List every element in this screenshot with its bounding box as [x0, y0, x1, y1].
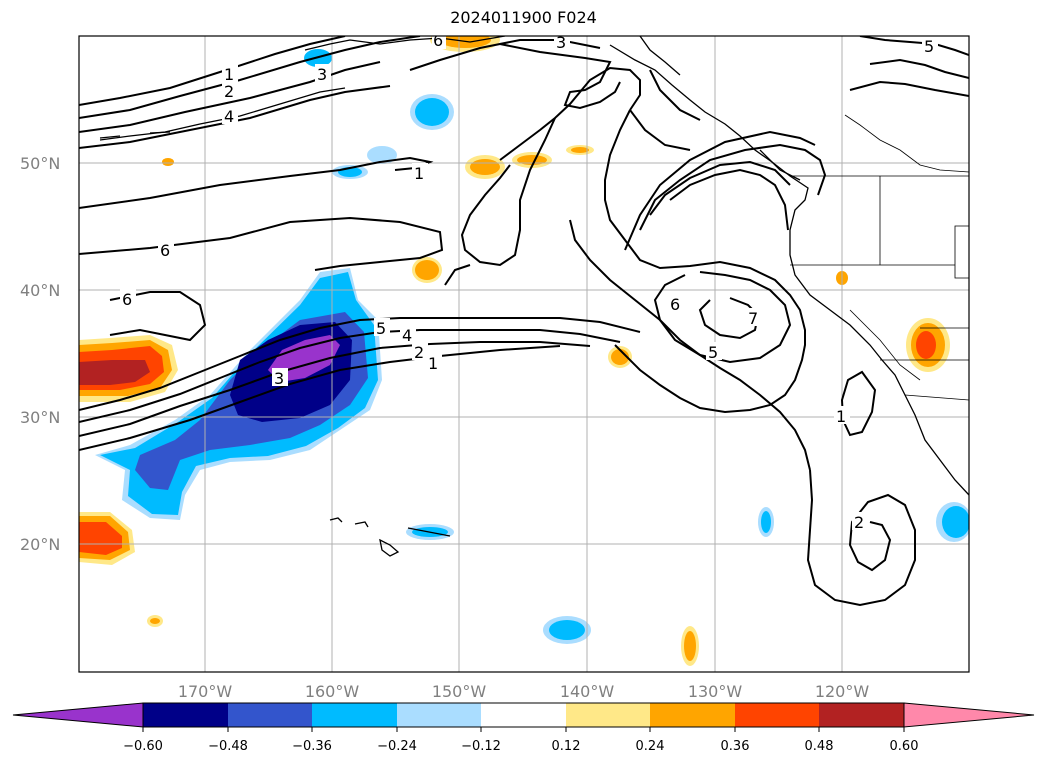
lon-axis: 170°W 160°W 150°W 140°W 130°W 120°W: [178, 682, 870, 701]
colorbar-segment: [228, 703, 312, 727]
colorbar-segment: [566, 703, 650, 727]
contour-label: 6: [433, 31, 443, 50]
contour-labels: 1 2 3 4 3 5 1 6 6 3 5 4 2 1: [120, 31, 938, 532]
contour-label: 4: [224, 107, 234, 126]
contour-label: 3: [317, 65, 327, 84]
political-borders: [790, 114, 969, 401]
colorbar-segment: [312, 703, 397, 727]
contour-label: 4: [402, 326, 412, 345]
lon-label-130w: 130°W: [688, 682, 743, 701]
colorbar-tick-label: 0.60: [890, 739, 919, 754]
colorbar-segment: [819, 703, 904, 727]
colorbar-tick-label: −0.60: [123, 739, 163, 754]
contours: [79, 36, 969, 607]
colorbar-tick-label: −0.48: [208, 739, 248, 754]
colorbar-tick-label: 0.36: [721, 739, 750, 754]
contour-label: 3: [274, 369, 284, 388]
contour-label: 3: [556, 33, 566, 52]
contour-label: 7: [748, 309, 758, 328]
lon-label-170w: 170°W: [178, 682, 233, 701]
contour-label: 6: [670, 295, 680, 314]
lon-label-150w: 150°W: [432, 682, 487, 701]
contour-label: 2: [224, 82, 234, 101]
lat-label-30n: 30°N: [20, 408, 60, 427]
colorbar-ticks: [142, 727, 905, 732]
contour-label: 1: [224, 65, 234, 84]
colorbar-segment: [397, 703, 481, 727]
lat-axis: 50°N 40°N 30°N 20°N: [20, 154, 60, 554]
lon-label-120w: 120°W: [815, 682, 870, 701]
contour-label: 6: [122, 290, 132, 309]
contour-label: 1: [836, 407, 846, 426]
contour-label: 6: [160, 241, 170, 260]
colorbar-segment: [735, 703, 819, 727]
contour-label: 1: [428, 354, 438, 373]
contour-label: 5: [708, 343, 718, 362]
coastlines: [99, 36, 969, 557]
contour-label: 5: [924, 37, 934, 56]
lon-label-160w: 160°W: [305, 682, 360, 701]
colorbar-extend-high: [903, 702, 1035, 728]
contour-label: 5: [376, 319, 386, 338]
colorbar-segment: [481, 703, 566, 727]
contour-label: 2: [414, 343, 424, 362]
lon-label-140w: 140°W: [560, 682, 615, 701]
lat-label-40n: 40°N: [20, 281, 60, 300]
colorbar: −0.60 −0.48 −0.36 −0.24 −0.12 0.12 0.24 …: [12, 702, 1035, 754]
colorbar-tick-label: 0.12: [552, 739, 581, 754]
colorbar-tick-label: 0.48: [805, 739, 834, 754]
colorbar-segment: [143, 703, 228, 727]
colorbar-extend-low: [12, 702, 144, 728]
contour-label: 2: [854, 513, 864, 532]
map-frame: [78, 35, 970, 673]
map-frame-bg: [79, 36, 969, 672]
contour-label: 1: [414, 164, 424, 183]
colorbar-segment: [650, 703, 735, 727]
colorbar-tick-label: −0.36: [292, 739, 332, 754]
map-title: 2024011900 F024: [450, 8, 597, 27]
colorbar-tick-label: −0.24: [377, 739, 417, 754]
colorbar-tick-label: −0.12: [461, 739, 501, 754]
lat-label-20n: 20°N: [20, 535, 60, 554]
colorbar-outline: [142, 702, 905, 728]
colorbar-tick-label: 0.24: [636, 739, 665, 754]
lat-label-50n: 50°N: [20, 154, 60, 173]
